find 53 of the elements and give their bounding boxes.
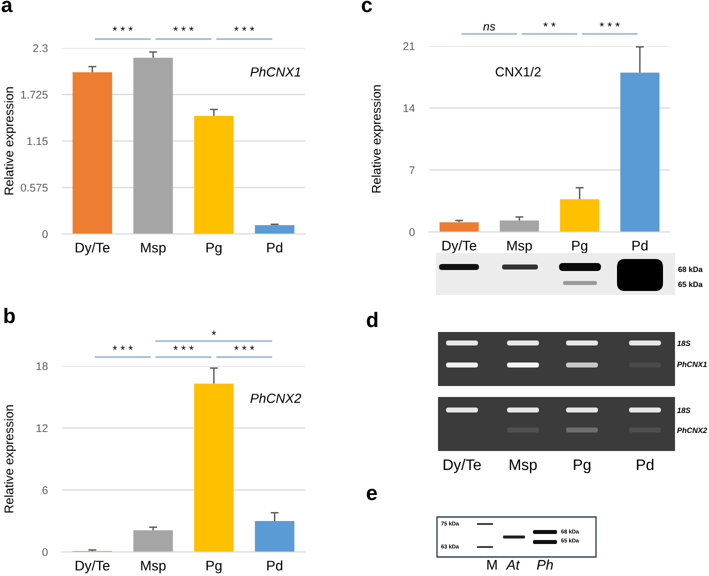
- text: Ph: [536, 560, 553, 570]
- text: *: [212, 330, 216, 335]
- text: e: [366, 488, 377, 500]
- x-tick-label: Msp: [141, 560, 166, 574]
- y-tick-label: 14: [404, 104, 415, 112]
- y-tick-label: 12: [36, 424, 48, 432]
- text: * * *: [112, 346, 133, 350]
- text: c: [362, 0, 372, 12]
- text: Pg: [574, 459, 590, 474]
- text: * * *: [234, 26, 254, 31]
- y-tick-label: 2.3: [33, 44, 48, 52]
- text: At: [506, 560, 520, 570]
- y-tick-label: 0: [42, 548, 48, 556]
- text: Msp: [510, 459, 537, 474]
- y-axis-title: Relative expression: [4, 405, 16, 513]
- y-tick-label: 0.575: [20, 184, 48, 192]
- text: d: [366, 312, 378, 328]
- text: * * *: [174, 26, 194, 31]
- text: b: [4, 308, 15, 324]
- x-tick-label: Dy/Te: [76, 242, 110, 256]
- x-tick-label: Dy/Te: [442, 240, 476, 254]
- x-tick-label: Pd: [632, 240, 648, 251]
- y-tick-label: 1.725: [21, 90, 48, 99]
- text: Dy/Te: [444, 458, 481, 474]
- text: ns: [483, 24, 496, 31]
- x-tick-label: Dy/Te: [76, 560, 110, 574]
- x-tick-label: Pd: [267, 560, 282, 571]
- text: * * *: [112, 26, 133, 31]
- x-tick-label: Pg: [206, 560, 222, 574]
- y-axis-title: Relative expression: [372, 85, 384, 193]
- text: * * *: [234, 346, 254, 350]
- x-tick-label: Pg: [572, 240, 588, 254]
- text: * * *: [174, 346, 194, 350]
- text: Pd: [636, 458, 654, 470]
- y-axis-title: Relative expression: [4, 87, 16, 195]
- x-tick-label: Msp: [141, 242, 166, 256]
- y-tick-label: 7: [410, 166, 415, 174]
- text: * * *: [600, 22, 620, 26]
- text: CNX1/2: [496, 66, 541, 77]
- text: PhCNX1: [250, 66, 300, 77]
- text: PhCNX2: [250, 393, 302, 404]
- x-tick-label: Pd: [267, 242, 282, 253]
- y-tick-label: 18: [36, 362, 48, 370]
- x-tick-label: Msp: [507, 240, 532, 254]
- y-tick-label: 0: [409, 228, 415, 236]
- y-tick-label: 1.15: [27, 137, 48, 146]
- text: * *: [543, 22, 556, 26]
- y-tick-label: 21: [403, 42, 415, 50]
- text: M: [487, 560, 497, 570]
- x-tick-label: Pg: [206, 242, 222, 256]
- y-tick-label: 0: [42, 230, 48, 238]
- y-tick-label: 6: [42, 486, 48, 494]
- text: a: [2, 0, 13, 12]
